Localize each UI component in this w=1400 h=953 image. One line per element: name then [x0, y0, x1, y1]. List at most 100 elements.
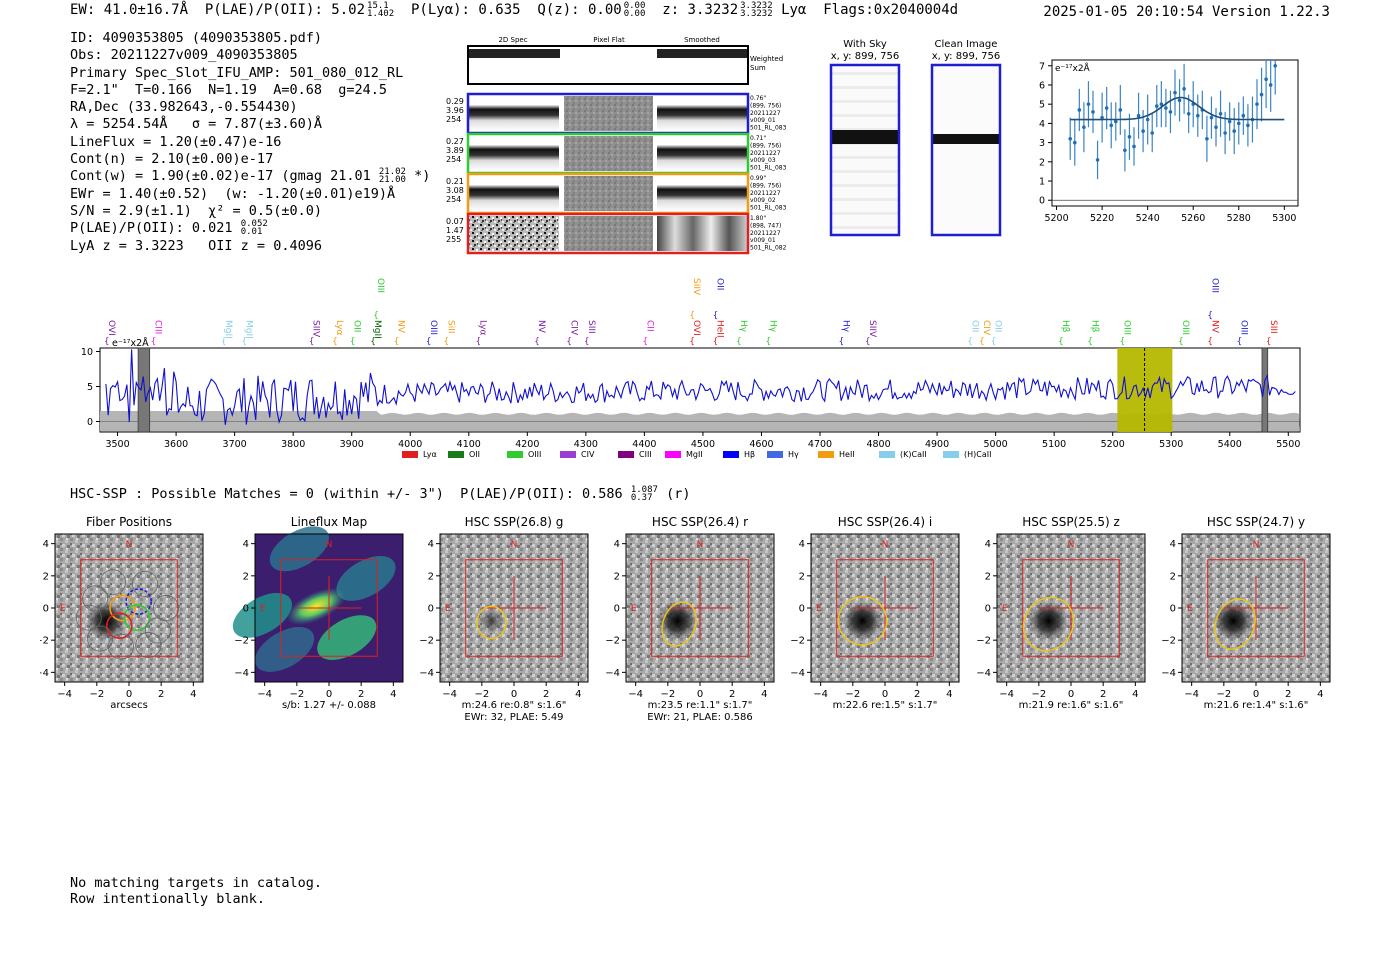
cutout-smoothed: [657, 216, 747, 251]
legend-swatch: [448, 451, 464, 458]
fit-xtick-label: 5240: [1136, 213, 1160, 224]
fit-data-point: [1168, 110, 1173, 114]
fiber-circle: [109, 594, 136, 622]
clean-image-title: Clean Image: [935, 39, 998, 50]
cutout-row-meta: (899, 756): [750, 142, 781, 149]
spectrum-xtick-label: 4300: [574, 439, 598, 450]
legend-label: (K)CaII: [900, 450, 927, 459]
fiber-circle: [123, 604, 151, 631]
hsc-imaging-panels: Fiber Positions N E −4 −4 −2 −2 0 0 2 2 4 4 arcsecs Li…: [40, 515, 1331, 723]
sky-images: With Sky x, y: 899, 756 Clean Image x, y…: [829, 39, 1002, 237]
fiber-circle: [108, 633, 134, 660]
weighted-sum-trace: [469, 49, 560, 58]
detection-info: ID: 4090353805 (4090353805.pdf) Obs: 202…: [70, 30, 430, 255]
hsc-xtick-label: −4: [999, 689, 1014, 700]
hsc-panel: HSC SSP(26.4) i N E −4 −4 −2 −2 0 0 2 2 4 4 m:22.6 re…: [790, 515, 960, 711]
hsc-xtick-label: 0: [882, 689, 888, 700]
fit-data-point: [1205, 136, 1209, 141]
info-lineflux: LineFlux = 1.20(±0.47)e-16: [70, 133, 282, 150]
emission-line-label: HeII: [715, 320, 725, 338]
legend-label: Lyα: [423, 450, 437, 459]
spectrum-ytick-label: 0: [87, 417, 93, 428]
emission-line-tick: {: [443, 337, 449, 347]
hsc-xtick-label: 4: [390, 689, 396, 700]
fit-data-point: [1082, 125, 1086, 130]
emission-line-tick: {: [1087, 337, 1093, 347]
emission-line-tick: {: [534, 337, 540, 347]
hsc-ytick-label: 2: [614, 571, 620, 582]
source-ellipse: [1022, 596, 1075, 652]
north-label: N: [882, 540, 889, 550]
hsc-ytick-label: 2: [1170, 571, 1176, 582]
north-label: N: [511, 540, 518, 550]
hsc-ytick-label: 0: [614, 604, 620, 615]
z-value: z: 3.3232: [662, 2, 739, 18]
hsc-panel: HSC SSP(25.5) z N E −4 −4 −2 −2 0 0 2 2 4 4 m:21.9 re…: [976, 515, 1146, 711]
aperture-box: [465, 559, 563, 657]
fit-xtick-label: 5300: [1272, 213, 1296, 224]
spectrum-xtick-label: 4700: [808, 439, 832, 450]
hsc-ytick-label: 0: [985, 604, 991, 615]
spectrum-ylabel: e⁻¹⁷x2Å: [112, 337, 149, 349]
hsc-ytick-label: −4: [976, 668, 991, 679]
spectrum-ytick-label: 5: [87, 382, 93, 393]
lineflux-structure: [317, 615, 377, 660]
cutout-row-meta: v009_01: [750, 117, 776, 124]
spectrum-xtick-label: 4900: [925, 439, 949, 450]
emission-line-label: OVI: [691, 320, 701, 336]
emission-line-label: OIII: [1180, 320, 1190, 335]
fit-data-point: [1100, 115, 1104, 120]
emission-line-tick: {: [838, 337, 844, 347]
north-label: N: [126, 540, 133, 550]
cutout-pixel-flat: [564, 96, 653, 131]
legend-swatch: [767, 451, 783, 458]
emission-line-tick: {: [373, 311, 379, 321]
info-slot: Primary Spec_Slot_IFU_AMP: 501_080_012_R…: [70, 64, 404, 81]
lineflux-structure: [232, 593, 292, 638]
emission-line-tick: {: [370, 337, 376, 347]
hsc-xtick-label: 4: [761, 689, 767, 700]
hsc-ytick-label: 2: [243, 571, 249, 582]
emission-line-label: NV: [396, 320, 406, 334]
hsc-ytick-label: 4: [43, 539, 49, 550]
cutout-row-meta: v009_01: [750, 237, 776, 244]
emission-line-tick: {: [584, 337, 590, 347]
hsc-panel: Lineflux Map N E −4 −4 −2 −2 0 0 2 2 4 4 s/b: 1.27 +/…: [232, 515, 404, 711]
hsc-ytick-label: 2: [799, 571, 805, 582]
spectrum-ytick-label: 10: [81, 347, 93, 358]
cutout-row-meta: 501_RL_083: [750, 165, 787, 172]
hsc-ytick-label: 0: [243, 604, 249, 615]
info-cont-w: Cont(w) = 1.90(±0.02)e-17 (gmag 21.01 21…: [70, 167, 431, 186]
masked-region: [137, 347, 151, 433]
cutout-row-stat: 254: [446, 115, 461, 124]
emission-line-tick: {: [689, 337, 695, 347]
legend-label: CIII: [639, 450, 652, 459]
legend-label: OIII: [528, 450, 541, 459]
emission-line-label: NV: [536, 320, 546, 334]
spectrum-xtick-label: 3900: [340, 439, 364, 450]
fit-data-point: [1118, 108, 1123, 112]
hsc-panel-caption: arcsecs: [110, 700, 148, 711]
emission-line-label: SIIV: [867, 320, 877, 338]
north-label: N: [326, 540, 333, 550]
full-spectrum-plot: OVI{CIII{MgII{MgII{SIIV{Lyα{OII{MgII{OII…: [81, 278, 1301, 459]
hsc-panel-title: Fiber Positions: [86, 515, 172, 529]
fit-model-line: [1070, 96, 1285, 121]
hsc-ytick-label: 4: [428, 539, 434, 550]
emission-line-label: Lyα: [334, 320, 344, 336]
fit-data-point: [1232, 129, 1237, 133]
weighted-sum-label: Sum: [750, 64, 766, 72]
cutout-col-title: Pixel Flat: [593, 36, 625, 44]
emission-line-label: NV: [1209, 320, 1219, 334]
cutout-row-meta: (899, 756): [750, 102, 781, 109]
fit-data-point: [1273, 63, 1278, 68]
hsc-panel-title: Lineflux Map: [291, 515, 367, 529]
info-ewr: EWr = 1.40(±0.52) (w: -1.20(±0.01)e19)Å: [70, 185, 396, 202]
hsc-panel-caption: s/b: 1.27 +/- 0.088: [282, 700, 376, 711]
fit-data-point: [1164, 106, 1168, 110]
fit-data-point: [1154, 104, 1159, 108]
summary-line: EW: 41.0±16.7Å P(LAE)/P(OII): 5.02 15.1 1.…: [70, 1, 959, 19]
with-sky-title: With Sky: [843, 39, 887, 50]
legend-label: Hβ: [744, 450, 755, 459]
emission-line-label: Hβ: [1089, 320, 1099, 333]
